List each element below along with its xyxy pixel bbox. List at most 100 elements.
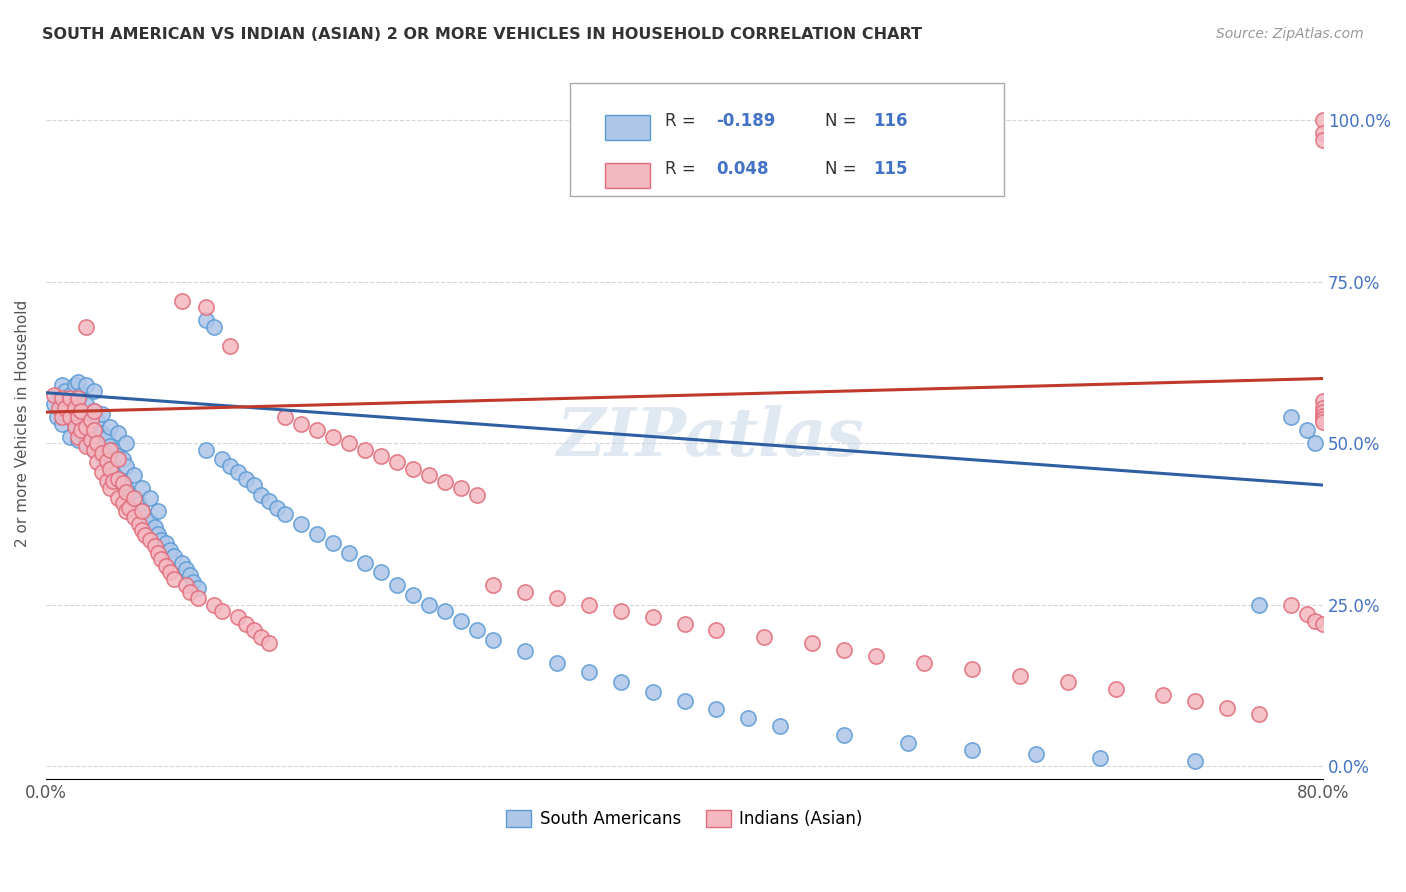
Point bbox=[609, 604, 631, 618]
Point bbox=[513, 584, 536, 599]
Point bbox=[75, 319, 97, 334]
Point bbox=[114, 481, 136, 495]
Point bbox=[259, 494, 281, 508]
Point bbox=[307, 423, 329, 437]
Point bbox=[131, 504, 153, 518]
Point bbox=[66, 391, 89, 405]
Point bbox=[897, 736, 920, 750]
Point bbox=[48, 401, 70, 415]
Point bbox=[42, 387, 65, 401]
Point bbox=[418, 468, 440, 483]
Point bbox=[1184, 694, 1206, 708]
Point bbox=[107, 449, 129, 463]
Point bbox=[482, 633, 505, 648]
Point bbox=[1056, 675, 1078, 690]
Point bbox=[434, 604, 457, 618]
Point bbox=[465, 488, 488, 502]
Point bbox=[96, 474, 118, 488]
Point bbox=[290, 417, 312, 431]
Point bbox=[111, 495, 134, 509]
Text: 115: 115 bbox=[873, 160, 908, 178]
Point bbox=[832, 642, 855, 657]
Point bbox=[66, 410, 89, 425]
Point bbox=[194, 313, 217, 327]
Point bbox=[832, 728, 855, 742]
Point bbox=[1312, 126, 1334, 140]
Point bbox=[51, 410, 73, 425]
Point bbox=[83, 384, 105, 399]
Point bbox=[101, 465, 124, 479]
Point bbox=[159, 566, 181, 580]
Point bbox=[242, 624, 264, 638]
Point bbox=[83, 442, 105, 457]
Point bbox=[1008, 668, 1031, 682]
Point bbox=[176, 562, 198, 576]
Point bbox=[134, 510, 156, 524]
Point bbox=[181, 574, 204, 589]
Point bbox=[179, 568, 201, 582]
Point bbox=[86, 455, 108, 469]
Point bbox=[107, 452, 129, 467]
Text: Source: ZipAtlas.com: Source: ZipAtlas.com bbox=[1216, 27, 1364, 41]
Point bbox=[194, 442, 217, 457]
Point bbox=[118, 500, 141, 515]
Point bbox=[122, 491, 145, 505]
Point bbox=[66, 413, 89, 427]
Point bbox=[250, 630, 273, 644]
Point bbox=[960, 743, 983, 757]
Point bbox=[578, 598, 600, 612]
Point bbox=[211, 604, 233, 618]
Point bbox=[75, 436, 97, 450]
Point bbox=[1312, 616, 1334, 631]
Point bbox=[90, 465, 112, 479]
Point bbox=[307, 526, 329, 541]
Point bbox=[1312, 405, 1334, 419]
Point bbox=[86, 436, 108, 450]
Point bbox=[259, 636, 281, 650]
Point bbox=[170, 293, 193, 308]
Point bbox=[769, 719, 792, 733]
Point bbox=[101, 442, 124, 457]
Point bbox=[1303, 436, 1326, 450]
Point bbox=[79, 430, 101, 444]
Point bbox=[202, 319, 225, 334]
Point bbox=[754, 630, 776, 644]
Point bbox=[418, 598, 440, 612]
Point bbox=[75, 439, 97, 453]
Point bbox=[131, 523, 153, 537]
Point bbox=[111, 476, 134, 491]
Point bbox=[641, 684, 664, 698]
Point bbox=[546, 591, 568, 606]
Point bbox=[385, 455, 408, 469]
Point bbox=[609, 675, 631, 690]
Point bbox=[266, 500, 288, 515]
Point bbox=[79, 413, 101, 427]
Point bbox=[139, 491, 162, 505]
Point bbox=[63, 397, 86, 411]
Point bbox=[960, 662, 983, 676]
Point bbox=[1249, 598, 1271, 612]
Text: N =: N = bbox=[825, 160, 856, 178]
Point bbox=[111, 475, 134, 489]
Point bbox=[1184, 754, 1206, 768]
Text: SOUTH AMERICAN VS INDIAN (ASIAN) 2 OR MORE VEHICLES IN HOUSEHOLD CORRELATION CHA: SOUTH AMERICAN VS INDIAN (ASIAN) 2 OR MO… bbox=[42, 27, 922, 42]
Point bbox=[143, 540, 166, 554]
Point bbox=[737, 710, 759, 724]
Point bbox=[75, 417, 97, 431]
Point bbox=[128, 498, 150, 512]
Point bbox=[641, 610, 664, 624]
Text: 0.048: 0.048 bbox=[717, 160, 769, 178]
Point bbox=[194, 301, 217, 315]
Point bbox=[59, 387, 82, 401]
Point bbox=[578, 665, 600, 680]
Point bbox=[402, 588, 425, 602]
Point bbox=[482, 578, 505, 592]
Point bbox=[322, 430, 344, 444]
Point bbox=[801, 636, 824, 650]
Point bbox=[42, 397, 65, 411]
Point bbox=[370, 566, 392, 580]
Point bbox=[70, 404, 93, 418]
Point bbox=[75, 420, 97, 434]
Point bbox=[1153, 688, 1175, 702]
Point bbox=[322, 536, 344, 550]
